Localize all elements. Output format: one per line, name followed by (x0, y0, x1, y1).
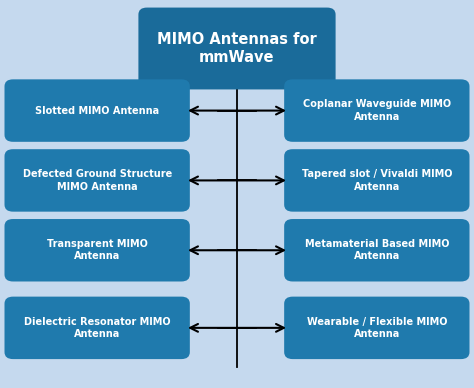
FancyBboxPatch shape (4, 80, 190, 142)
Text: Transparent MIMO
Antenna: Transparent MIMO Antenna (47, 239, 147, 262)
FancyBboxPatch shape (284, 219, 469, 282)
FancyBboxPatch shape (284, 296, 469, 359)
Text: Metamaterial Based MIMO
Antenna: Metamaterial Based MIMO Antenna (305, 239, 449, 262)
FancyBboxPatch shape (4, 219, 190, 282)
FancyBboxPatch shape (138, 8, 336, 90)
Text: Slotted MIMO Antenna: Slotted MIMO Antenna (35, 106, 159, 116)
Text: Wearable / Flexible MIMO
Antenna: Wearable / Flexible MIMO Antenna (307, 317, 447, 339)
Text: Tapered slot / Vivaldi MIMO
Antenna: Tapered slot / Vivaldi MIMO Antenna (301, 169, 452, 192)
Text: Defected Ground Structure
MIMO Antenna: Defected Ground Structure MIMO Antenna (23, 169, 172, 192)
Text: Dielectric Resonator MIMO
Antenna: Dielectric Resonator MIMO Antenna (24, 317, 171, 339)
FancyBboxPatch shape (284, 149, 469, 212)
FancyBboxPatch shape (4, 296, 190, 359)
FancyBboxPatch shape (284, 80, 469, 142)
Text: Coplanar Waveguide MIMO
Antenna: Coplanar Waveguide MIMO Antenna (303, 99, 451, 122)
FancyBboxPatch shape (4, 149, 190, 212)
Text: MIMO Antennas for
mmWave: MIMO Antennas for mmWave (157, 32, 317, 65)
